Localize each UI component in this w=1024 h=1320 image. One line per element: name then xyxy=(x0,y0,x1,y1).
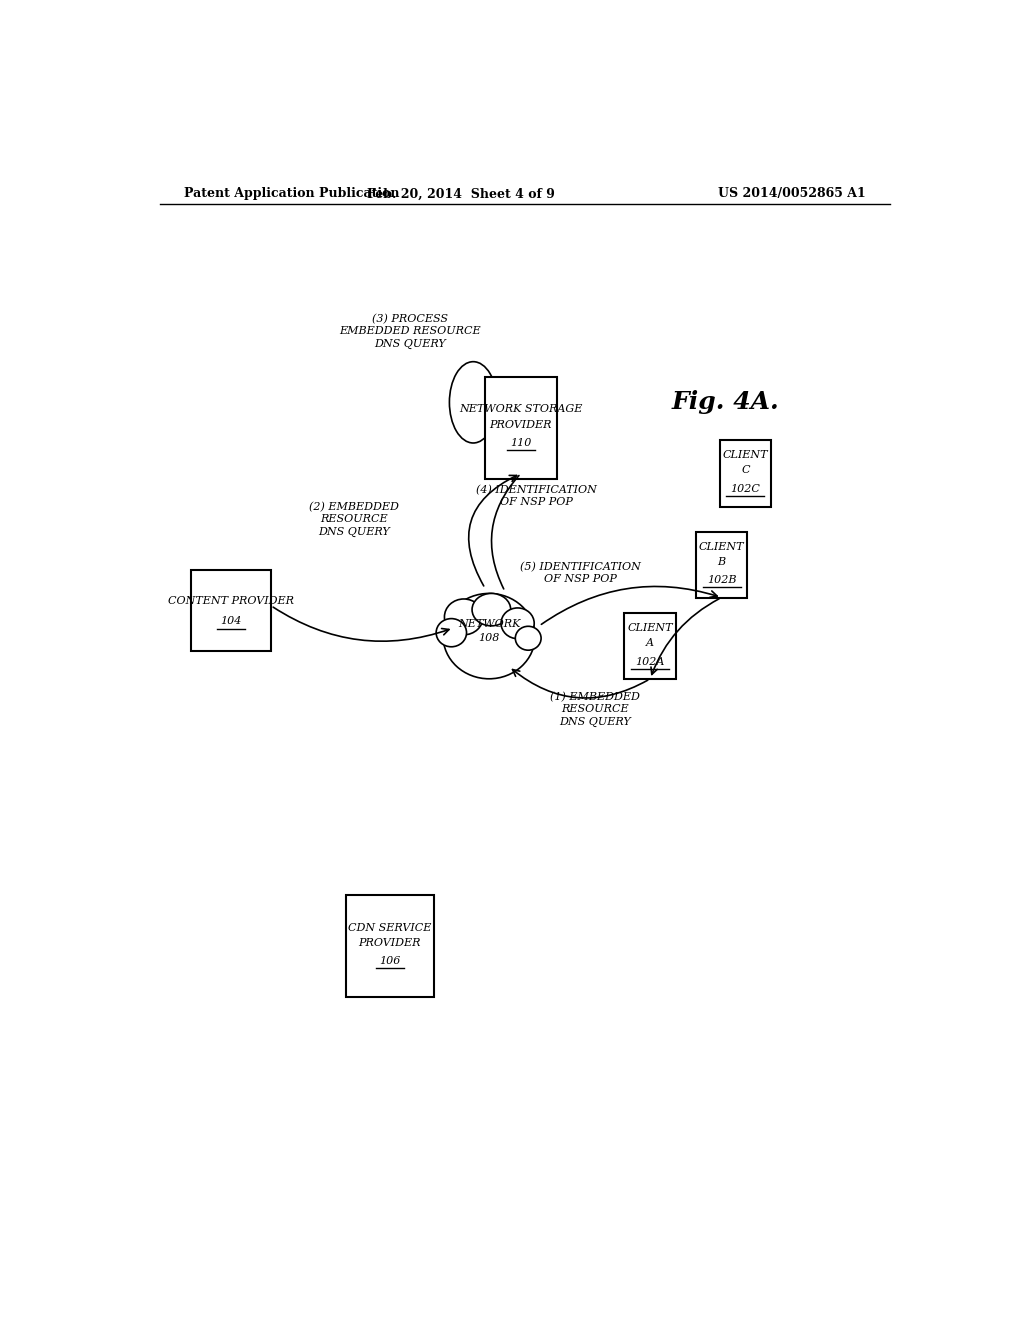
Text: 102C: 102C xyxy=(730,483,761,494)
Text: 106: 106 xyxy=(379,957,400,966)
Text: Patent Application Publication: Patent Application Publication xyxy=(183,187,399,201)
Text: (4) IDENTIFICATION
OF NSP POP: (4) IDENTIFICATION OF NSP POP xyxy=(476,484,597,507)
Text: CLIENT: CLIENT xyxy=(628,623,673,634)
Text: CDN SERVICE: CDN SERVICE xyxy=(348,923,431,933)
Text: CLIENT: CLIENT xyxy=(723,450,768,461)
Text: (2) EMBEDDED
RESOURCE
DNS QUERY: (2) EMBEDDED RESOURCE DNS QUERY xyxy=(309,502,399,537)
Ellipse shape xyxy=(436,619,467,647)
Text: PROVIDER: PROVIDER xyxy=(489,420,552,430)
Text: 102B: 102B xyxy=(707,576,736,585)
Text: US 2014/0052865 A1: US 2014/0052865 A1 xyxy=(718,187,866,201)
Ellipse shape xyxy=(472,594,511,626)
Text: PROVIDER: PROVIDER xyxy=(358,939,421,948)
FancyBboxPatch shape xyxy=(191,570,270,651)
Ellipse shape xyxy=(450,362,497,444)
FancyBboxPatch shape xyxy=(696,532,748,598)
FancyBboxPatch shape xyxy=(625,614,676,680)
Text: C: C xyxy=(741,466,750,475)
Text: NETWORK
108: NETWORK 108 xyxy=(458,619,520,643)
Ellipse shape xyxy=(501,609,535,639)
Text: (5) IDENTIFICATION
OF NSP POP: (5) IDENTIFICATION OF NSP POP xyxy=(520,562,641,585)
Text: B: B xyxy=(718,557,726,566)
Text: 110: 110 xyxy=(510,438,531,447)
Text: A: A xyxy=(646,639,654,648)
Text: (3) PROCESS
EMBEDDED RESOURCE
DNS QUERY: (3) PROCESS EMBEDDED RESOURCE DNS QUERY xyxy=(339,314,480,348)
Ellipse shape xyxy=(515,626,541,651)
Text: (1) EMBEDDED
RESOURCE
DNS QUERY: (1) EMBEDDED RESOURCE DNS QUERY xyxy=(550,692,640,727)
Text: Fig. 4A.: Fig. 4A. xyxy=(672,391,779,414)
Text: 104: 104 xyxy=(220,616,242,626)
Text: CLIENT: CLIENT xyxy=(698,541,744,552)
FancyBboxPatch shape xyxy=(346,895,433,997)
Ellipse shape xyxy=(444,599,483,635)
FancyBboxPatch shape xyxy=(720,441,771,507)
Text: CONTENT PROVIDER: CONTENT PROVIDER xyxy=(168,595,294,606)
FancyBboxPatch shape xyxy=(485,378,557,479)
Text: 102A: 102A xyxy=(636,656,665,667)
Ellipse shape xyxy=(443,594,536,678)
Text: NETWORK STORAGE: NETWORK STORAGE xyxy=(459,404,583,414)
Text: Feb. 20, 2014  Sheet 4 of 9: Feb. 20, 2014 Sheet 4 of 9 xyxy=(368,187,555,201)
